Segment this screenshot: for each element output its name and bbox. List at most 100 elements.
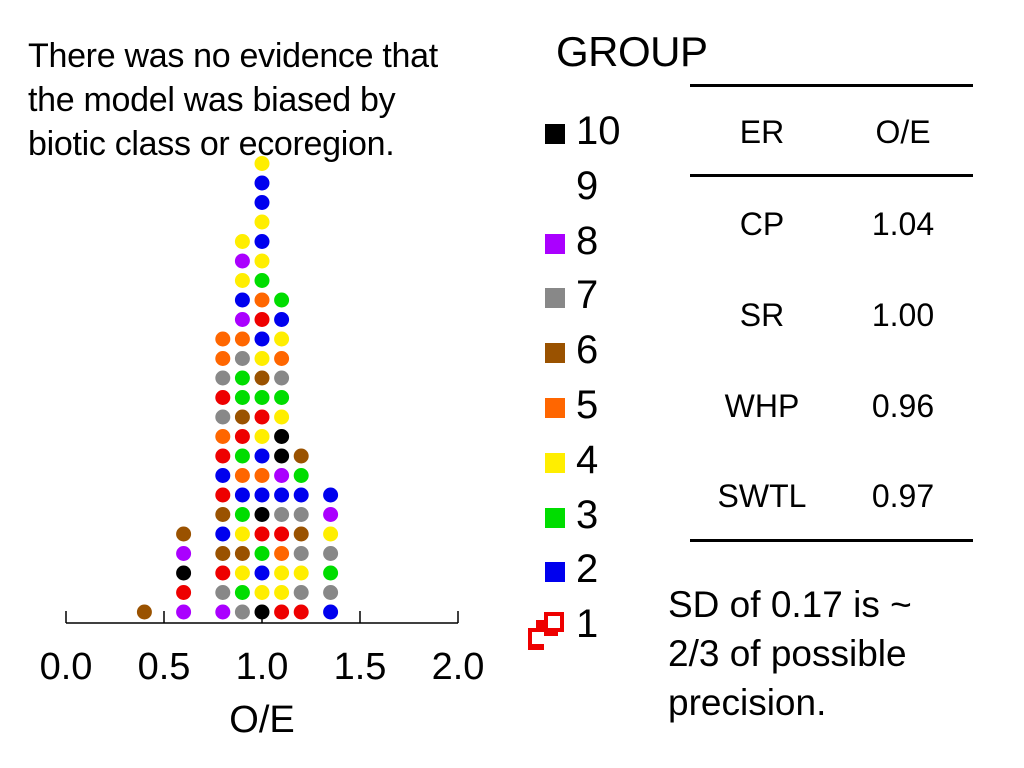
group-1-swatch-icon — [528, 612, 568, 650]
x-tick-label: 1.5 — [334, 646, 387, 688]
x-tick-label: 0.0 — [40, 646, 93, 688]
data-point — [215, 448, 231, 464]
precision-note: SD of 0.17 is ~ 2/3 of possible precisio… — [668, 584, 912, 724]
data-point — [234, 487, 250, 503]
data-point — [254, 507, 270, 522]
data-point — [254, 390, 270, 405]
data-point — [274, 292, 290, 308]
data-point — [274, 507, 290, 522]
legend-swatch-icon — [545, 507, 565, 528]
data-point — [323, 546, 339, 561]
data-point — [274, 351, 290, 366]
table-row-er: CP — [739, 206, 785, 242]
data-point — [254, 351, 270, 366]
data-point — [254, 370, 270, 386]
data-point — [254, 195, 270, 210]
data-point — [323, 507, 339, 522]
data-point — [254, 156, 270, 171]
data-point — [234, 370, 250, 386]
data-point — [234, 234, 250, 249]
x-axis-ticks: 0.0 0.5 1.0 1.5 2.0 — [40, 611, 485, 688]
legend-label: 7 — [576, 273, 599, 318]
table-top-rule — [690, 84, 973, 87]
data-point — [323, 487, 339, 503]
data-point — [254, 526, 270, 542]
data-point — [215, 351, 231, 366]
data-point — [254, 565, 270, 581]
data-point — [234, 429, 250, 444]
legend-swatch-icon — [545, 562, 565, 583]
data-point — [274, 331, 290, 347]
data-point — [234, 468, 250, 483]
data-point — [234, 526, 250, 542]
data-point — [323, 565, 339, 581]
data-point — [234, 273, 250, 288]
data-point — [274, 546, 290, 561]
table-row-oe: 0.96 — [871, 388, 935, 424]
legend-title: GROUP — [556, 28, 708, 75]
data-point — [274, 565, 290, 581]
intro-text: There was no evidence that the model was… — [28, 37, 438, 164]
data-point — [254, 546, 270, 561]
data-point — [234, 546, 250, 561]
x-axis-label: O/E — [229, 699, 294, 741]
data-point — [274, 604, 290, 620]
data-point — [293, 487, 309, 503]
data-point — [176, 585, 192, 600]
data-point — [274, 448, 290, 464]
legend-label: 3 — [576, 492, 599, 537]
data-point — [293, 604, 309, 620]
data-point — [215, 487, 231, 503]
data-point — [293, 526, 309, 542]
data-point — [293, 565, 309, 581]
data-point — [254, 214, 270, 230]
data-point — [215, 604, 231, 620]
data-point — [254, 585, 270, 600]
data-point — [274, 312, 290, 327]
data-point — [254, 253, 270, 269]
data-point — [234, 292, 250, 308]
data-point — [274, 585, 290, 600]
legend-swatch-icon — [545, 288, 565, 309]
data-point — [274, 487, 290, 503]
x-tick-label: 2.0 — [432, 646, 485, 688]
legend-swatch-icon — [545, 233, 565, 254]
legend-swatch-icon — [545, 178, 565, 199]
data-point — [274, 390, 290, 405]
data-point — [234, 331, 250, 347]
legend-label: 10 — [576, 109, 621, 153]
x-tick-label: 1.0 — [236, 646, 289, 688]
data-point — [215, 370, 231, 386]
table-header-oe: O/E — [875, 114, 931, 150]
data-point — [293, 585, 309, 600]
data-point — [293, 468, 309, 483]
data-point — [215, 409, 231, 425]
table-row-oe: 1.00 — [871, 297, 935, 333]
data-point — [254, 429, 270, 444]
legend-swatch-icon — [545, 124, 565, 144]
data-point — [234, 585, 250, 600]
data-point — [234, 390, 250, 405]
data-point — [215, 526, 231, 542]
legend-label: 5 — [576, 383, 599, 427]
data-point — [293, 507, 309, 522]
data-point — [176, 526, 192, 542]
data-point — [234, 312, 250, 327]
data-point — [234, 507, 250, 522]
data-point — [254, 448, 270, 464]
data-point — [254, 487, 270, 503]
legend-swatch-icon — [545, 452, 565, 473]
table-row-oe: 1.04 — [871, 206, 935, 242]
table-header-rule — [690, 174, 973, 177]
data-point — [234, 604, 250, 620]
data-point — [215, 585, 231, 600]
data-point — [234, 253, 250, 269]
legend-label: 6 — [576, 328, 599, 373]
data-point — [234, 565, 250, 581]
legend-label: 1 — [576, 602, 599, 647]
table-bottom-rule — [690, 539, 973, 542]
data-point — [254, 292, 270, 308]
data-point — [274, 429, 290, 444]
data-point — [274, 526, 290, 542]
legend-swatch-icon — [545, 343, 565, 364]
